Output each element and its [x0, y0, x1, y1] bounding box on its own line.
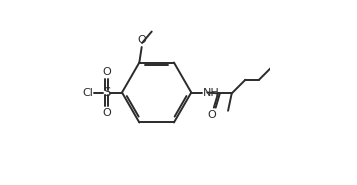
Text: NH: NH	[203, 88, 220, 97]
Text: Cl: Cl	[82, 88, 93, 97]
Text: O: O	[102, 67, 111, 77]
Text: O: O	[137, 35, 146, 45]
Text: O: O	[102, 108, 111, 118]
Text: O: O	[208, 110, 216, 120]
Text: S: S	[103, 86, 110, 99]
